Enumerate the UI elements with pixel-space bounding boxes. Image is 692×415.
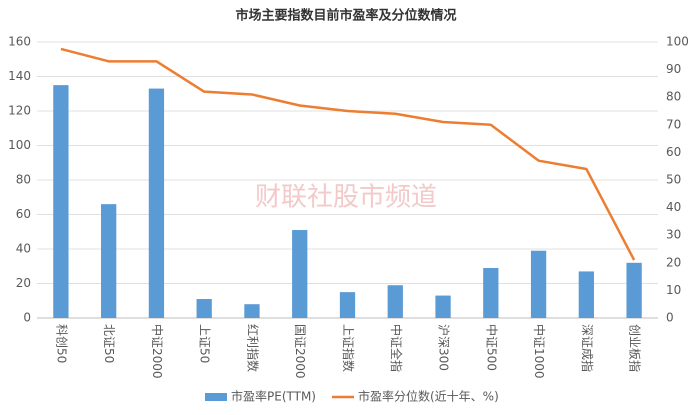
bar	[244, 304, 260, 318]
x-tick-label: 深证成指	[580, 324, 595, 372]
x-tick-label: 北证50	[102, 324, 116, 363]
x-tick-label: 红利指数	[245, 324, 260, 372]
bar	[435, 295, 451, 318]
y2-tick-label: 20	[666, 255, 681, 269]
y-tick-label: 0	[23, 311, 31, 325]
y2-tick-label: 50	[666, 173, 681, 187]
legend-label: 市盈率PE(TTM)	[231, 389, 316, 404]
y-tick-label: 160	[8, 35, 31, 49]
x-tick-label: 创业板指	[628, 324, 643, 372]
x-tick-label: 中证1000	[532, 324, 547, 379]
x-tick-label: 中证全指	[389, 324, 404, 372]
legend-swatch	[205, 393, 227, 401]
x-tick-label: 国证2000	[293, 324, 307, 379]
bar	[387, 285, 403, 318]
chart-title: 市场主要指数目前市盈率及分位数情况	[235, 8, 456, 24]
bar	[53, 85, 69, 318]
bar	[578, 271, 594, 318]
y-tick-label: 80	[16, 173, 31, 187]
y2-tick-label: 100	[666, 35, 689, 49]
watermark: 财联社股市频道	[255, 183, 437, 213]
y-tick-label: 140	[8, 69, 31, 83]
x-tick-label: 中证500	[484, 324, 499, 371]
x-tick-label: 上证指数	[341, 324, 356, 372]
y2-tick-label: 60	[666, 145, 681, 159]
y-tick-label: 40	[16, 242, 31, 256]
bar	[483, 267, 499, 318]
y2-tick-label: 80	[666, 90, 681, 104]
y2-tick-label: 70	[666, 117, 681, 131]
x-tick-label: 科创50	[54, 324, 68, 363]
y-tick-label: 60	[16, 207, 31, 221]
bar	[101, 204, 117, 318]
y2-tick-label: 90	[666, 62, 681, 76]
y2-tick-label: 40	[666, 200, 681, 214]
y-tick-label: 20	[16, 276, 31, 290]
y-tick-label: 120	[8, 104, 31, 118]
y-tick-label: 100	[8, 138, 31, 152]
bar	[339, 292, 356, 318]
legend-label: 市盈率分位数(近十年、%)	[358, 389, 499, 404]
y2-tick-label: 0	[666, 311, 674, 325]
bar	[148, 88, 165, 318]
y2-tick-label: 30	[666, 228, 681, 242]
bar	[196, 299, 212, 318]
x-tick-label: 沪深300	[437, 324, 451, 371]
x-tick-label: 中证2000	[150, 324, 165, 379]
x-tick-label: 上证50	[198, 324, 212, 363]
y2-tick-label: 10	[666, 283, 681, 297]
bar	[292, 230, 308, 318]
bar	[626, 262, 642, 318]
bar	[530, 250, 547, 318]
line	[60, 47, 636, 261]
